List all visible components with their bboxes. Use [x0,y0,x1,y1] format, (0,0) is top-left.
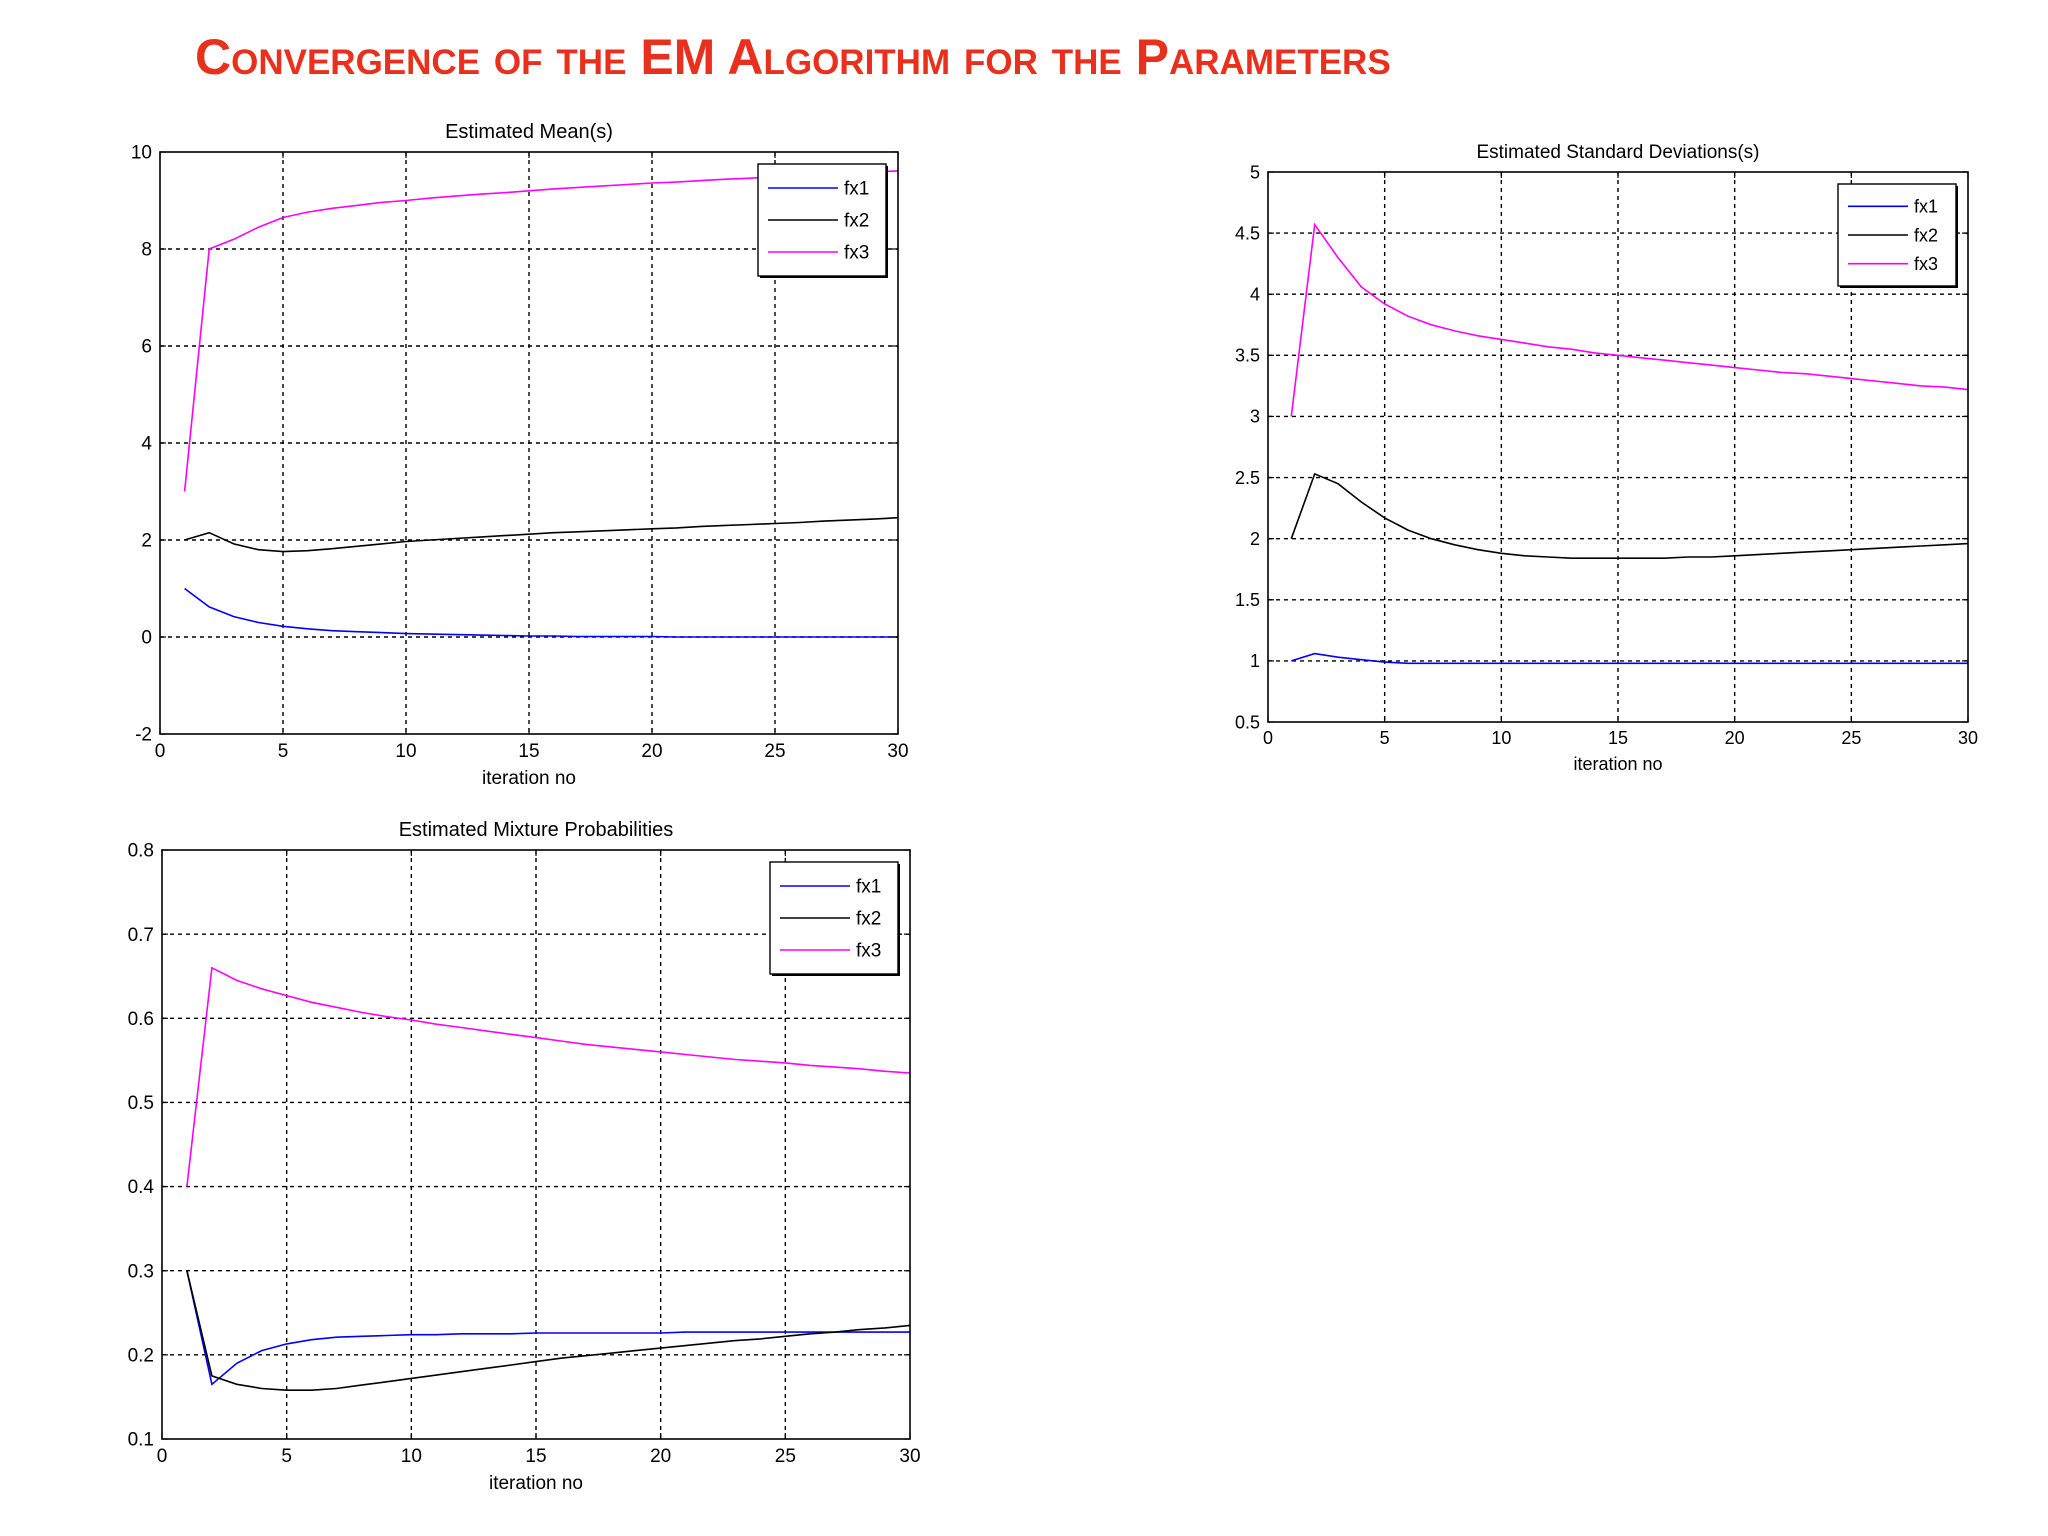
legend: fx1 fx2 fx3 [757,163,888,278]
y-tick-label: 2.5 [1235,468,1260,488]
y-tick-label: 0.6 [128,1009,154,1030]
x-tick-label: 10 [401,1446,422,1467]
x-axis-label: iteration no [1573,754,1662,774]
series-line-fx1 [184,587,898,638]
legend-label-fx2: fx2 [844,211,869,232]
series-line-fx1 [1291,652,1968,665]
chart-title: Estimated Standard Deviations(s) [1476,142,1759,163]
chart-title: Estimated Mixture Probabilities [399,819,674,841]
y-tick-label: 10 [131,143,152,164]
x-tick-label: 15 [525,1446,546,1467]
x-tick-label: 20 [650,1446,671,1467]
x-tick-label: 10 [1491,728,1511,748]
y-tick-label: 0 [141,628,152,649]
x-axis-label: iteration no [482,768,576,789]
chart-svg: Estimated Mixture Probabilities 0 5 10 15 20 2… [128,819,921,1494]
y-tick-label: 0.7 [128,925,154,946]
y-tick-label: 2 [141,531,152,552]
x-tick-label: 10 [395,741,416,762]
chart-svg: Estimated Mean(s)0 5 10 15 20 25 30-20246810it… [131,121,909,789]
chart-svg: Estimated Standard Deviations(s)0 5 10 15 20… [1235,142,1978,774]
x-tick-label: 5 [281,1446,292,1467]
legend-label-fx1: fx1 [856,877,881,898]
chart-title: Estimated Mean(s) [445,121,613,143]
x-tick-label: 20 [1725,728,1745,748]
series-line-fx2 [1290,472,1969,560]
x-tick-label: 25 [775,1446,796,1467]
y-tick-label: 0.4 [128,1177,155,1198]
y-tick-label: 0.3 [128,1261,154,1282]
x-tick-label: 0 [1263,728,1273,748]
x-tick-label: 0 [155,741,166,762]
legend-label-fx3: fx3 [1914,254,1938,274]
legend-label-fx2: fx2 [856,909,881,930]
slide-title-text: Convergence of the EM Algorithm for the … [195,29,1391,85]
x-tick-label: 30 [899,1446,920,1467]
y-tick-label: 0.5 [1235,712,1260,732]
chart-estimated-mixture-probabilities: Estimated Mixture Probabilities 0 5 10 15 20 2… [90,808,950,1512]
legend: fx1 fx2 fx3 [769,861,900,976]
y-tick-label: 5 [1250,162,1260,182]
x-axis-label: iteration no [489,1473,583,1494]
x-tick-label: 15 [518,741,539,762]
y-tick-label: 0.2 [128,1346,154,1367]
y-tick-label: 8 [141,240,152,261]
x-tick-label: 30 [1958,728,1978,748]
chart-estimated-standard-deviations: Estimated Standard Deviations(s) 0 5 10 15 20… [1220,130,1980,790]
series-line-fx2 [184,516,899,553]
y-tick-label: 1.5 [1235,590,1260,610]
x-tick-label: 25 [764,741,785,762]
series-line-fx1 [186,1270,910,1386]
series-line-fx3 [1290,222,1969,417]
series-line-fx3 [186,966,911,1187]
y-tick-label: 3.5 [1235,346,1260,366]
x-tick-label: 5 [278,741,289,762]
x-tick-label: 0 [157,1446,168,1467]
y-tick-label: 1 [1250,651,1260,671]
legend-label-fx1: fx1 [1914,197,1938,217]
legend-label-fx2: fx2 [1914,225,1938,245]
y-tick-label: 2 [1250,529,1260,549]
legend-label-fx3: fx3 [844,243,869,264]
x-tick-label: 25 [1841,728,1861,748]
x-tick-label: 30 [887,741,908,762]
x-tick-label: 5 [1380,728,1390,748]
legend: fx1 fx2 fx3 [1837,183,1958,288]
y-tick-label: 6 [141,337,152,358]
y-tick-label: 0.5 [128,1093,154,1114]
y-tick-label: 4 [1250,285,1260,305]
slide-title: Convergence of the EM Algorithm for the … [195,28,1391,86]
chart-estimated-means: Estimated Mean(s) 0 5 10 15 20 25 30 -2 0 2 4 6 8 10 it… [90,110,920,810]
series-line-fx2 [186,1270,911,1392]
y-tick-label: 4.5 [1235,223,1260,243]
y-tick-label: 4 [141,434,152,455]
legend-label-fx3: fx3 [856,941,881,962]
y-tick-label: 0.8 [128,841,154,862]
y-tick-label: 3 [1250,407,1260,427]
x-tick-label: 20 [641,741,662,762]
legend-label-fx1: fx1 [844,179,869,200]
x-tick-label: 15 [1608,728,1628,748]
y-tick-label: 0.1 [128,1430,154,1451]
y-tick-label: -2 [135,725,152,746]
